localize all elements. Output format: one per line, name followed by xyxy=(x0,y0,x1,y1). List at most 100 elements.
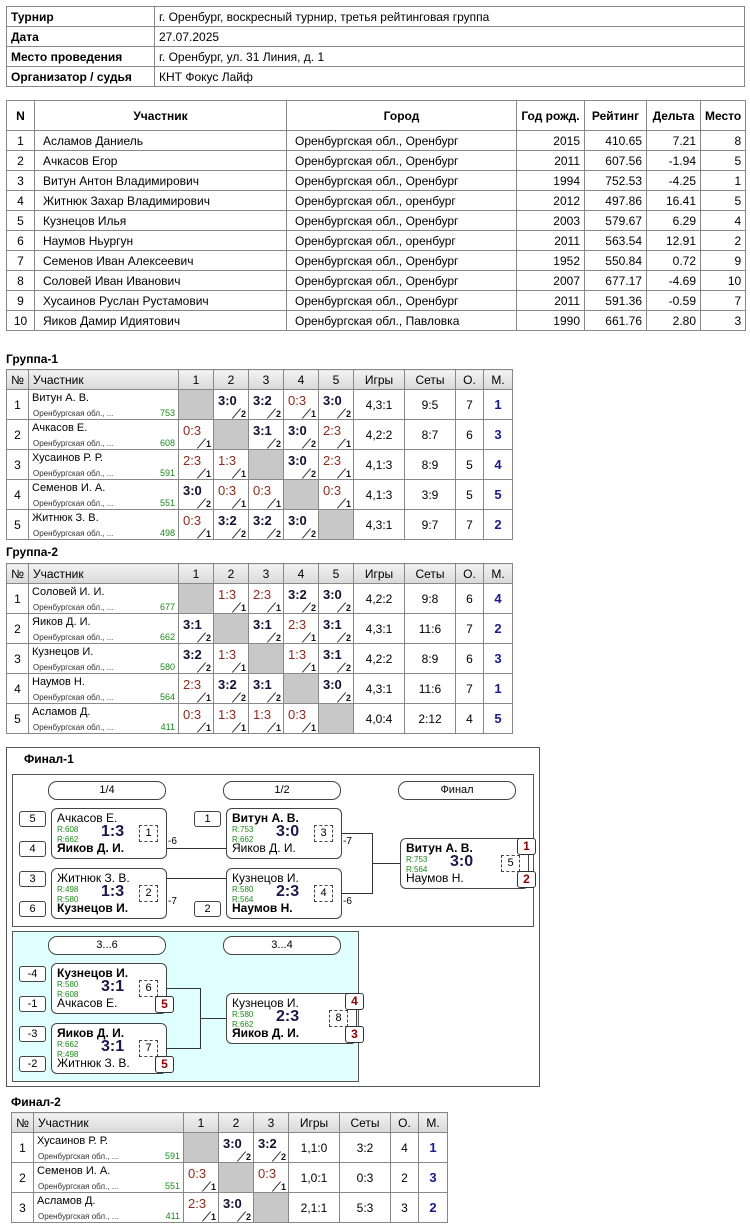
score: 0:3 xyxy=(323,483,342,498)
cell: 2007 xyxy=(516,270,585,291)
score: 0:3 xyxy=(253,483,272,498)
match-points: 2 xyxy=(310,469,316,479)
games: 1,0:1 xyxy=(288,1162,340,1193)
row-number: 1 xyxy=(11,1132,34,1163)
player-cell: Асламов Д. Оренбургская обл., ... 411 xyxy=(28,703,179,734)
games: 2,1:1 xyxy=(288,1192,340,1223)
player-rating: R:662 xyxy=(57,1040,79,1049)
player-city: Оренбургская обл., ... xyxy=(33,469,114,478)
player-city: Оренбургская обл., ... xyxy=(33,663,114,672)
cell: 9 xyxy=(699,250,747,271)
connector xyxy=(165,878,226,879)
score: 2:3 xyxy=(183,677,202,692)
place: 5 xyxy=(483,479,513,510)
games: 4,3:1 xyxy=(353,509,405,540)
games: 4,2:2 xyxy=(353,643,405,674)
header-cell: Участник xyxy=(28,563,179,584)
games: 4,1:3 xyxy=(353,479,405,510)
score: 3:0 xyxy=(288,513,307,528)
match-points: 2 xyxy=(275,439,281,449)
row-number: 3 xyxy=(6,643,29,674)
match-number: 3 xyxy=(314,825,333,842)
player-rating: R:753 xyxy=(232,825,254,834)
empty-cell xyxy=(253,1192,289,1223)
loser-destination: -7 xyxy=(343,836,352,847)
cell: 591.36 xyxy=(584,290,647,311)
points: 2 xyxy=(390,1162,419,1193)
score-cell: 0:3 1 xyxy=(178,703,214,734)
match-points: 1 xyxy=(205,693,211,703)
score: 3:0 xyxy=(323,393,342,408)
match-number: 7 xyxy=(139,1040,158,1057)
player-name: Ачкасов Е. xyxy=(57,996,118,1010)
match-points: 1 xyxy=(275,723,281,733)
empty-cell xyxy=(318,509,354,540)
header-cell: 1 xyxy=(178,369,214,390)
empty-cell xyxy=(213,419,249,450)
score: 3:2 xyxy=(183,647,202,662)
score: 3:0 xyxy=(288,453,307,468)
group-row: 4 Наумов Н. Оренбургская обл., ... 564 2:3 1 3… xyxy=(6,673,513,704)
cell: 6 xyxy=(6,230,35,251)
score-cell: 3:0 2 xyxy=(318,673,354,704)
match-score: 3:0 xyxy=(450,853,474,870)
score-cell: 0:3 1 xyxy=(178,509,214,540)
match-points: 2 xyxy=(240,529,246,539)
header-cell: Игры xyxy=(353,369,405,390)
participant-row: 2 Ачкасов Егор Оренбургская обл., Оренбург… xyxy=(6,150,747,171)
match-number: 5 xyxy=(501,855,520,872)
player-city: Оренбургская обл., ... xyxy=(33,633,114,642)
info-value: КНТ Фокус Лайф xyxy=(154,66,745,87)
header-cell: Участник xyxy=(33,1112,184,1133)
row-number: 4 xyxy=(6,673,29,704)
score-cell: 3:2 2 xyxy=(213,509,249,540)
match-points: 2 xyxy=(345,633,351,643)
player-rating: R:564 xyxy=(232,895,254,904)
group-row: 4 Семенов И. А. Оренбургская обл., ... 551 3… xyxy=(6,479,513,510)
cell: 550.84 xyxy=(584,250,647,271)
info-label: Турнир xyxy=(6,6,155,27)
match-points: 1 xyxy=(205,529,211,539)
score-cell: 1:3 1 xyxy=(213,449,249,480)
player-cell: Яиков Д. И. Оренбургская обл., ... 662 xyxy=(28,613,179,644)
score: 3:0 xyxy=(223,1136,242,1151)
player-rating: 564 xyxy=(159,692,175,702)
cell: 5 xyxy=(699,190,747,211)
cell: 2012 xyxy=(516,190,585,211)
player-rating: 591 xyxy=(159,468,175,478)
player-name: Яиков Д. И. xyxy=(232,841,296,855)
score: 3:0 xyxy=(323,677,342,692)
player-cell: Семенов И. А. Оренбургская обл., ... 551 xyxy=(33,1162,184,1193)
cell: 12.91 xyxy=(646,230,701,251)
score: 2:3 xyxy=(188,1196,207,1211)
player-name: Житнюк З. В. xyxy=(32,512,99,524)
player-city: Оренбургская обл., ... xyxy=(33,439,114,448)
info-value: 27.07.2025 xyxy=(154,26,745,47)
games: 4,0:4 xyxy=(353,703,405,734)
games: 4,3:1 xyxy=(353,673,405,704)
player-rating: R:580 xyxy=(57,980,79,989)
score-cell: 3:0 2 xyxy=(213,389,249,420)
score-cell: 1:3 1 xyxy=(213,643,249,674)
player-rating: 498 xyxy=(159,528,175,538)
match-points: 1 xyxy=(310,723,316,733)
cell: 4 xyxy=(699,210,747,231)
match-number: 4 xyxy=(314,885,333,902)
group-table-wrap: № Участник 1 2 3 4 5 Игры Сеты О. М. 1 Витун А. В. Ор… xyxy=(6,369,513,540)
cell: 1994 xyxy=(516,170,585,191)
player-rating: 580 xyxy=(159,662,175,672)
score: 3:1 xyxy=(253,677,272,692)
player-rating: R:498 xyxy=(57,1050,79,1059)
group-row: 1 Хусаинов Р. Р. Оренбургская обл., ... 591… xyxy=(11,1132,448,1163)
match-points: 1 xyxy=(310,633,316,643)
score-cell: 3:1 2 xyxy=(248,613,284,644)
row-number: 2 xyxy=(6,613,29,644)
player-name: Яиков Д. И. xyxy=(57,1026,125,1040)
cell: 10 xyxy=(699,270,747,291)
group-row: 3 Хусаинов Р. Р. Оренбургская обл., ... 591… xyxy=(6,449,513,480)
score-cell: 0:3 1 xyxy=(318,479,354,510)
match-points: 2 xyxy=(280,1152,286,1162)
player-cell: Кузнецов И. Оренбургская обл., ... 580 xyxy=(28,643,179,674)
score-cell: 0:3 1 xyxy=(253,1162,289,1193)
score-cell: 2:3 1 xyxy=(318,419,354,450)
